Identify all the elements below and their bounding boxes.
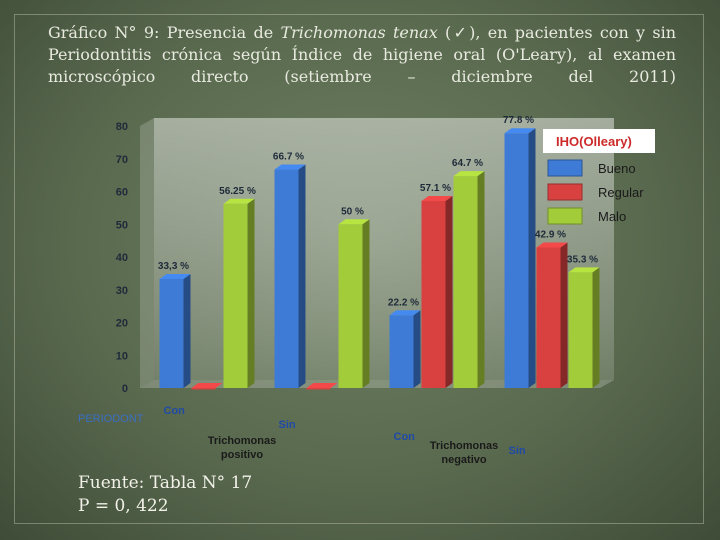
data-label: 42.9 % [535, 230, 566, 241]
bar-top-malo [223, 198, 255, 204]
bar-top-malo [453, 171, 485, 177]
bar-side-bueno [413, 310, 421, 388]
data-label: 33,3 % [158, 261, 189, 272]
title-species: Trichomonas tenax [280, 23, 438, 42]
bar-top-regular [191, 383, 223, 388]
bar-top-bueno [159, 273, 191, 279]
bar-bueno [389, 315, 414, 388]
bar-malo [568, 272, 593, 388]
legend-swatch-bueno [547, 159, 583, 177]
bar-side-bueno [528, 128, 536, 388]
legend-label-regular: Regular [598, 185, 644, 200]
chart-back-wall [154, 118, 614, 380]
bar-side-regular [560, 242, 568, 388]
bar-side-malo [247, 198, 255, 388]
data-label: 77.8 % [503, 115, 534, 126]
legend-title-box [543, 129, 655, 153]
y-tick-label: 70 [116, 154, 128, 166]
bar-regular [421, 200, 446, 388]
y-tick-label: 0 [122, 383, 128, 395]
y-tick-label: 80 [116, 121, 128, 133]
slide-frame [14, 14, 704, 524]
x-group-label-line: positivo [221, 449, 263, 461]
data-label: 64.7 % [452, 158, 483, 169]
x-category-label: Sin [509, 445, 526, 457]
legend-swatch-malo [547, 207, 583, 225]
data-label: 57.1 % [420, 183, 451, 194]
bar-malo [223, 203, 248, 388]
y-tick-label: 10 [116, 350, 128, 362]
legend-title: IHO(Olleary) [556, 134, 632, 149]
x-group-label-line: Trichomonas [430, 440, 498, 452]
y-tick-label: 40 [116, 252, 128, 264]
bar-top-regular [306, 383, 338, 388]
data-label: 56.25 % [219, 186, 256, 197]
x-group-label-line: Trichomonas [208, 435, 276, 447]
corner-axis-label: PERIODONT [78, 413, 144, 425]
data-label: 35.3 % [567, 254, 598, 265]
y-tick-label: 30 [116, 285, 128, 297]
bar-top-bueno [274, 164, 306, 170]
y-tick-label: 50 [116, 219, 128, 231]
x-group-label: Trichomonas positivo [208, 435, 276, 461]
chart-floor [140, 380, 614, 388]
y-tick-label: 20 [116, 318, 128, 330]
title-text-2: (✓), en pacientes con y sin Periodontiti… [48, 23, 677, 86]
x-group-label: Trichomonas negativo [430, 440, 498, 466]
data-label: 22.2 % [388, 297, 419, 308]
bar-top-regular [536, 242, 568, 248]
bar-malo [338, 224, 363, 388]
bar-bueno [504, 133, 529, 388]
bar-top-bueno [389, 310, 421, 316]
bar-top-bueno [504, 128, 536, 134]
y-tick-label: 60 [116, 187, 128, 199]
legend-swatch-regular [547, 183, 583, 201]
bar-regular [306, 388, 331, 390]
bar-malo [453, 176, 478, 388]
bar-regular [536, 247, 561, 388]
p-value-note: P = 0, 422 [78, 496, 169, 516]
x-category-label: Sin [279, 419, 296, 431]
chart-side-wall [140, 118, 154, 388]
data-label: 50 % [341, 206, 364, 217]
x-category-label: Con [164, 405, 186, 417]
bar-side-malo [477, 171, 485, 388]
title-text-1: Gráfico N° 9: Presencia de [48, 23, 281, 42]
bar-side-malo [362, 219, 370, 388]
bar-bueno [274, 169, 299, 388]
bar-side-bueno [183, 273, 191, 388]
bar-regular [191, 388, 216, 390]
bar-bueno [159, 278, 184, 388]
legend-label-bueno: Bueno [598, 161, 636, 176]
legend-label-malo: Malo [598, 209, 626, 224]
bar-top-malo [338, 219, 370, 225]
source-note: Fuente: Tabla N° 17 [78, 473, 253, 493]
data-label: 66.7 % [273, 152, 304, 163]
bar-side-malo [592, 267, 600, 388]
bar-top-malo [568, 267, 600, 273]
x-group-label-line: negativo [441, 454, 487, 466]
bar-side-regular [445, 195, 453, 388]
slide-title: Gráfico N° 9: Presencia de Trichomonas t… [48, 22, 676, 88]
x-category-label: Con [394, 431, 416, 443]
bar-side-bueno [298, 164, 306, 388]
bar-top-regular [421, 195, 453, 201]
